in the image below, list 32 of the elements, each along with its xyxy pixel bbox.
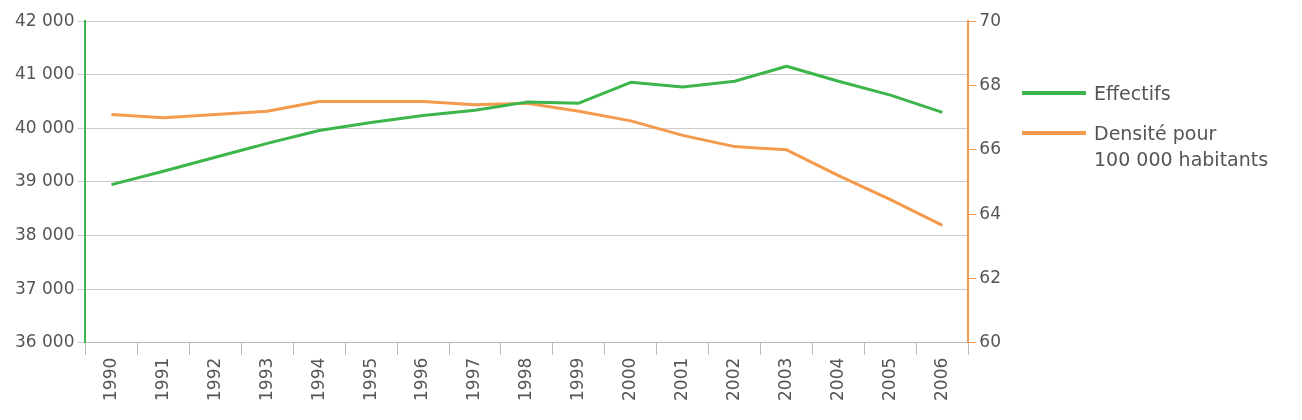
y-tick-label: 38 000 [15,223,75,244]
x-tick-label: 1994 [307,357,328,401]
y-tick-label: 36 000 [15,331,75,352]
y-tick-label: 39 000 [15,170,75,191]
x-tick-label: 1991 [151,357,172,401]
x-tick-label: 1997 [463,357,484,401]
x-tick-label: 1998 [515,357,536,401]
x-tick-label: 1999 [567,357,588,401]
x-tick-label: 2001 [671,357,692,401]
x-tick-label: 2000 [619,357,640,401]
y2-tick-label: 62 [979,266,1002,287]
y2-tick-label: 70 [979,9,1002,30]
x-tick-label: 1990 [99,357,120,401]
y-tick-label: 37 000 [15,277,75,298]
legend-label: Densité pour 100 000 habitants [1094,121,1270,172]
x-tick-label: 1995 [359,357,380,401]
x-tick-label: 1992 [203,357,224,401]
y-tick-label: 41 000 [15,63,75,84]
x-tick-label: 2003 [775,357,796,401]
y-tick-label: 40 000 [15,116,75,137]
x-tick-label: 2002 [723,357,744,401]
x-tick-label: 1996 [411,357,432,401]
y2-tick-label: 66 [979,138,1002,159]
y2-tick-label: 60 [979,331,1002,352]
x-tick-label: 2006 [930,357,951,401]
y2-tick-label: 64 [979,202,1002,223]
x-tick-label: 1993 [255,357,276,401]
y2-tick-label: 68 [979,73,1002,94]
legend-label: Effectifs [1094,81,1172,106]
x-tick-label: 2005 [878,357,899,401]
x-tick-label: 2004 [826,357,847,401]
y-tick-label: 42 000 [15,9,75,30]
